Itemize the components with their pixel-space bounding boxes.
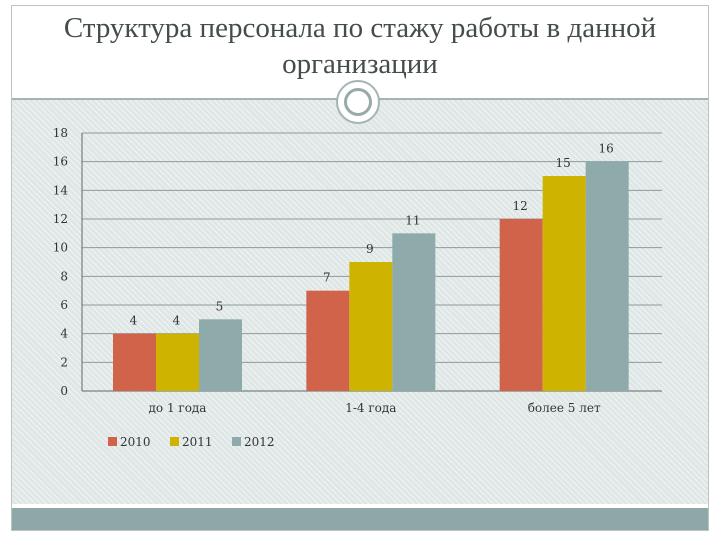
y-tick-label: 0 — [60, 384, 68, 398]
y-tick-label: 14 — [53, 183, 69, 197]
data-labels: 4 4 5 7 9 11 12 15 16 — [130, 142, 614, 328]
bar-2012-0 — [199, 319, 242, 391]
legend-label: 2012 — [244, 435, 275, 449]
legend: 2010 2011 2012 — [108, 435, 275, 449]
legend-label: 2010 — [120, 435, 151, 449]
data-label: 12 — [513, 199, 528, 213]
y-tick-label: 4 — [60, 327, 68, 341]
bar-2010-2 — [499, 219, 543, 391]
category-label: 1-4 года — [345, 401, 396, 415]
ring-inner — [344, 88, 372, 116]
y-tick-label: 12 — [53, 212, 68, 226]
bar-2011-0 — [156, 333, 199, 391]
footer-bar — [12, 508, 708, 530]
data-label: 5 — [216, 299, 224, 313]
category-label: более 5 лет — [528, 401, 601, 415]
bar-2012-2 — [585, 161, 629, 391]
bar-2010-0 — [113, 333, 156, 391]
data-label: 15 — [556, 156, 571, 170]
data-label: 9 — [366, 242, 374, 256]
data-label: 7 — [323, 271, 331, 285]
y-tick-label: 2 — [60, 355, 68, 369]
bars — [113, 161, 629, 391]
bar-2012-1 — [392, 233, 436, 391]
legend-swatch — [108, 437, 117, 446]
legend-label: 2011 — [182, 435, 213, 449]
legend-swatch — [232, 437, 241, 446]
category-label: до 1 года — [149, 401, 207, 415]
title-area: Структура персонала по стажу работы в да… — [12, 6, 708, 98]
y-tick-label: 6 — [60, 298, 68, 312]
y-tick-label: 8 — [60, 269, 68, 283]
bar-2011-2 — [542, 176, 586, 391]
y-tick-label: 16 — [53, 155, 68, 169]
slide-title: Структура персонала по стажу работы в да… — [63, 12, 657, 80]
y-tick-label: 10 — [53, 241, 68, 255]
data-label: 16 — [599, 142, 614, 156]
ring-ornament-icon — [336, 80, 380, 124]
data-label: 11 — [405, 213, 420, 227]
bar-2011-1 — [349, 262, 393, 391]
data-label: 4 — [130, 314, 138, 328]
y-tick-label: 18 — [53, 126, 68, 140]
data-label: 4 — [173, 314, 181, 328]
legend-swatch — [170, 437, 179, 446]
bar-2010-1 — [306, 290, 350, 391]
